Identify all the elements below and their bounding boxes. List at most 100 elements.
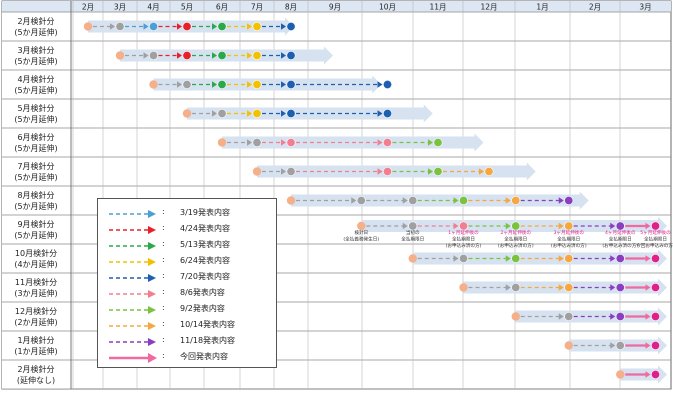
connector-arrowhead xyxy=(143,23,149,30)
event-dot xyxy=(149,21,159,31)
row-label-line2: (4か月延伸) xyxy=(14,259,57,269)
row-label-line2: (5か月延伸) xyxy=(14,56,57,66)
event-dot xyxy=(564,311,574,321)
event-dot xyxy=(382,109,392,119)
connector-arrowhead xyxy=(177,81,182,88)
row-label-line2: (5か月延伸) xyxy=(14,143,57,153)
timeline-band xyxy=(120,46,333,65)
event-dot xyxy=(511,221,521,231)
legend-label: 6/24発表内容 xyxy=(180,256,230,265)
event-dot xyxy=(217,50,227,60)
event-dot xyxy=(564,221,574,231)
month-header: 4月 xyxy=(147,3,159,12)
connector-arrowhead xyxy=(212,23,217,30)
connector-arrowhead xyxy=(402,222,408,230)
month-header: 9月 xyxy=(329,3,341,12)
event-dot xyxy=(458,254,468,264)
start-dot xyxy=(252,167,262,176)
month-header: 6月 xyxy=(216,3,228,12)
annotation-text: (お申込み済の方) xyxy=(551,242,587,249)
connector-arrowhead xyxy=(479,168,484,175)
event-dot xyxy=(511,196,521,206)
connector-arrowhead xyxy=(377,81,383,88)
connector-arrowhead xyxy=(558,222,564,230)
legend-item-0424: : 4/24発表内容 xyxy=(108,223,273,238)
connector-arrowhead xyxy=(281,139,286,146)
event-dot xyxy=(252,138,262,148)
event-dot xyxy=(511,282,521,292)
dashed-arrow-icon xyxy=(109,338,156,346)
connector-arrowhead xyxy=(505,284,511,291)
label-column xyxy=(2,12,71,389)
legend-label: 7/20発表内容 xyxy=(180,272,230,281)
connector-arrowhead xyxy=(212,52,217,59)
row-label-line2: (5か月延伸) xyxy=(14,230,57,240)
row-label-line1: 5月検針分 xyxy=(17,103,54,113)
connector-arrowhead xyxy=(402,197,408,204)
connector-arrowhead xyxy=(281,81,286,88)
event-dot xyxy=(564,282,574,292)
month-header: 3月 xyxy=(639,3,651,12)
annotation-text: 全払期限日 xyxy=(504,236,527,243)
connector-arrowhead xyxy=(247,81,252,88)
legend-label: 11/18発表内容 xyxy=(180,336,236,345)
dashed-arrow-icon xyxy=(109,274,156,282)
event-dot xyxy=(252,21,262,31)
connector-arrowhead xyxy=(247,110,252,117)
connector-arrowhead xyxy=(453,197,459,204)
event-dot xyxy=(382,138,392,148)
connector-arrowhead xyxy=(281,168,286,175)
event-dot xyxy=(182,21,192,31)
start-dot xyxy=(217,138,227,147)
row-label-line2: (5か月延伸) xyxy=(14,114,57,124)
annotation-text: 5ヶ月延伸後の xyxy=(640,229,671,236)
event-dot xyxy=(182,50,192,60)
event-dot xyxy=(115,21,125,31)
connector-arrowhead xyxy=(377,168,383,175)
connector-arrowhead xyxy=(558,313,564,320)
connector-arrowhead xyxy=(377,110,383,117)
legend-label: 8/6発表内容 xyxy=(180,288,225,297)
annotation-text: 全払期限日 xyxy=(557,236,580,243)
connector-arrowhead xyxy=(247,139,252,146)
dashed-arrow-icon xyxy=(109,290,156,298)
event-dot xyxy=(615,254,625,264)
legend-item-0624: : 6/24発表内容 xyxy=(108,255,273,270)
connector-arrowhead xyxy=(505,222,511,230)
month-header: 1月 xyxy=(536,3,548,12)
legend-label: 3/19発表内容 xyxy=(180,208,230,217)
event-dot xyxy=(650,254,660,264)
row-label-line2: (3か月延伸) xyxy=(14,288,57,298)
event-dot xyxy=(650,369,660,379)
event-dot xyxy=(564,196,574,206)
annotation-text: 4ヶ月延伸後の xyxy=(605,229,636,236)
start-dot xyxy=(182,109,192,118)
month-header: 2月 xyxy=(82,3,94,12)
connector-arrowhead xyxy=(212,81,217,88)
event-dot xyxy=(286,138,296,148)
connector-arrowhead xyxy=(247,23,252,30)
event-dot xyxy=(252,109,262,119)
annotation-text: 今回お申込みの方) xyxy=(636,242,673,249)
row-label-line1: 6月検針分 xyxy=(17,132,54,142)
connector-arrowhead xyxy=(558,197,564,204)
row-label-line1: 11月検針分 xyxy=(15,277,57,287)
month-header: 7月 xyxy=(251,3,263,12)
row-label-line1: 3月検針分 xyxy=(17,45,54,55)
annotation-text: 全払期限日 xyxy=(452,236,475,243)
row-label-line1: 7月検針分 xyxy=(17,161,54,171)
legend-item-1118: : 11/18発表内容 xyxy=(108,335,273,350)
start-dot xyxy=(115,51,125,60)
legend-label: 今回発表内容 xyxy=(180,352,228,361)
connector-arrowhead xyxy=(610,284,616,291)
event-dot xyxy=(382,167,392,177)
event-dot xyxy=(433,138,443,148)
month-header: 11月 xyxy=(429,3,446,12)
legend-item-0902: : 9/2発表内容 xyxy=(108,303,273,318)
row-label-line1: 2月検針分 xyxy=(17,364,54,374)
row-label-line2: (1か月延伸) xyxy=(14,346,57,356)
connector-arrowhead xyxy=(610,313,616,320)
legend-item-0720: : 7/20発表内容 xyxy=(108,271,273,286)
connector-arrowhead xyxy=(281,52,286,59)
event-dot xyxy=(484,167,494,177)
